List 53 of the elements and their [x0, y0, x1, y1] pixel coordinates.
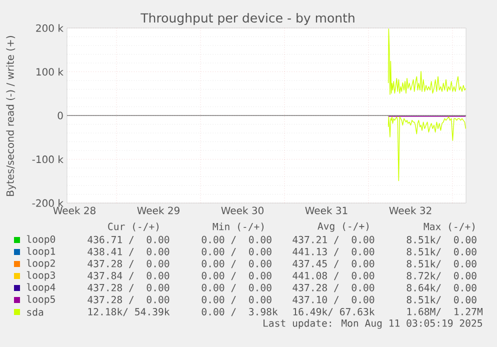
text: 441.13 / 0.00 — [292, 248, 374, 256]
text: 8.51k/ 0.00 — [406, 248, 476, 256]
x-tick-label: Week 28 — [53, 206, 96, 214]
text: 1.68M/ 1.27M — [407, 308, 482, 316]
text: 437.21 / 0.00 — [292, 236, 374, 244]
text: 0.00 / 0.00 — [202, 248, 272, 256]
x-tick-label: Week 30 — [221, 206, 264, 214]
text: 8.51k/ 0.00 — [406, 296, 476, 304]
text: 0.00 / 0.00 — [202, 272, 272, 280]
text: 0.00 / 3.98k — [202, 308, 278, 316]
text: 0.00 / 0.00 — [202, 284, 272, 292]
legend-label: sda — [27, 308, 44, 316]
legend-label: loop2 — [26, 259, 55, 269]
text: 438.41 / 0.00 — [88, 248, 170, 256]
text: 437.10 / 0.00 — [292, 296, 374, 304]
y-tick-label: 200 k — [36, 24, 64, 32]
text: 0.00 / 0.00 — [202, 260, 272, 268]
text: 437.28 / 0.00 — [292, 284, 374, 292]
text: 8.64k/ 0.00 — [406, 284, 476, 292]
legend-label: loop1 — [26, 247, 56, 257]
text: 0.00 / 0.00 — [202, 296, 272, 304]
text: 437.28 / 0.00 — [88, 260, 170, 268]
line-series — [388, 28, 466, 95]
y-tick-label: 0 — [58, 112, 63, 120]
text: 8.51k/ 0.00 — [406, 236, 476, 244]
legend-label: loop3 — [26, 271, 55, 281]
y-tick-label: -200 k — [32, 199, 64, 207]
text: 437.28 / 0.00 — [88, 296, 170, 304]
text: Max (-/+) — [424, 222, 475, 232]
text: 437.84 / 0.00 — [88, 272, 170, 280]
text: 0.00 / 0.00 — [202, 236, 272, 244]
y-axis-title: Bytes/second read (-) / write (+) — [6, 36, 16, 196]
x-tick-label: Week 31 — [305, 206, 348, 214]
legend-label: loop5 — [26, 295, 55, 305]
text: 437.28 / 0.00 — [88, 284, 170, 292]
text: 441.08 / 0.00 — [292, 272, 374, 280]
text: Last update: Mon Aug 11 03:05:19 2025 — [264, 319, 482, 329]
text: Min (-/+) — [212, 222, 264, 232]
text: 436.71 / 0.00 — [88, 236, 170, 244]
x-tick-label: Week 32 — [389, 206, 432, 214]
text: 12.18k/ 54.39k — [88, 308, 170, 316]
text: 437.45 / 0.00 — [292, 260, 374, 268]
text: 16.49k/ 67.63k — [293, 308, 375, 316]
text: 8.51k/ 0.00 — [406, 260, 476, 268]
y-tick-label: -100 k — [32, 155, 64, 164]
legend-label: loop0 — [26, 235, 56, 245]
x-tick-label: Week 29 — [137, 206, 180, 214]
text: Avg (-/+) — [318, 222, 369, 232]
chart-title: Throughput per device - by month — [140, 12, 354, 26]
legend-label: loop4 — [26, 283, 56, 293]
text: 8.72k/ 0.00 — [406, 272, 476, 280]
text: Cur (-/+) — [108, 222, 159, 232]
y-tick-label: 100 k — [36, 68, 64, 76]
